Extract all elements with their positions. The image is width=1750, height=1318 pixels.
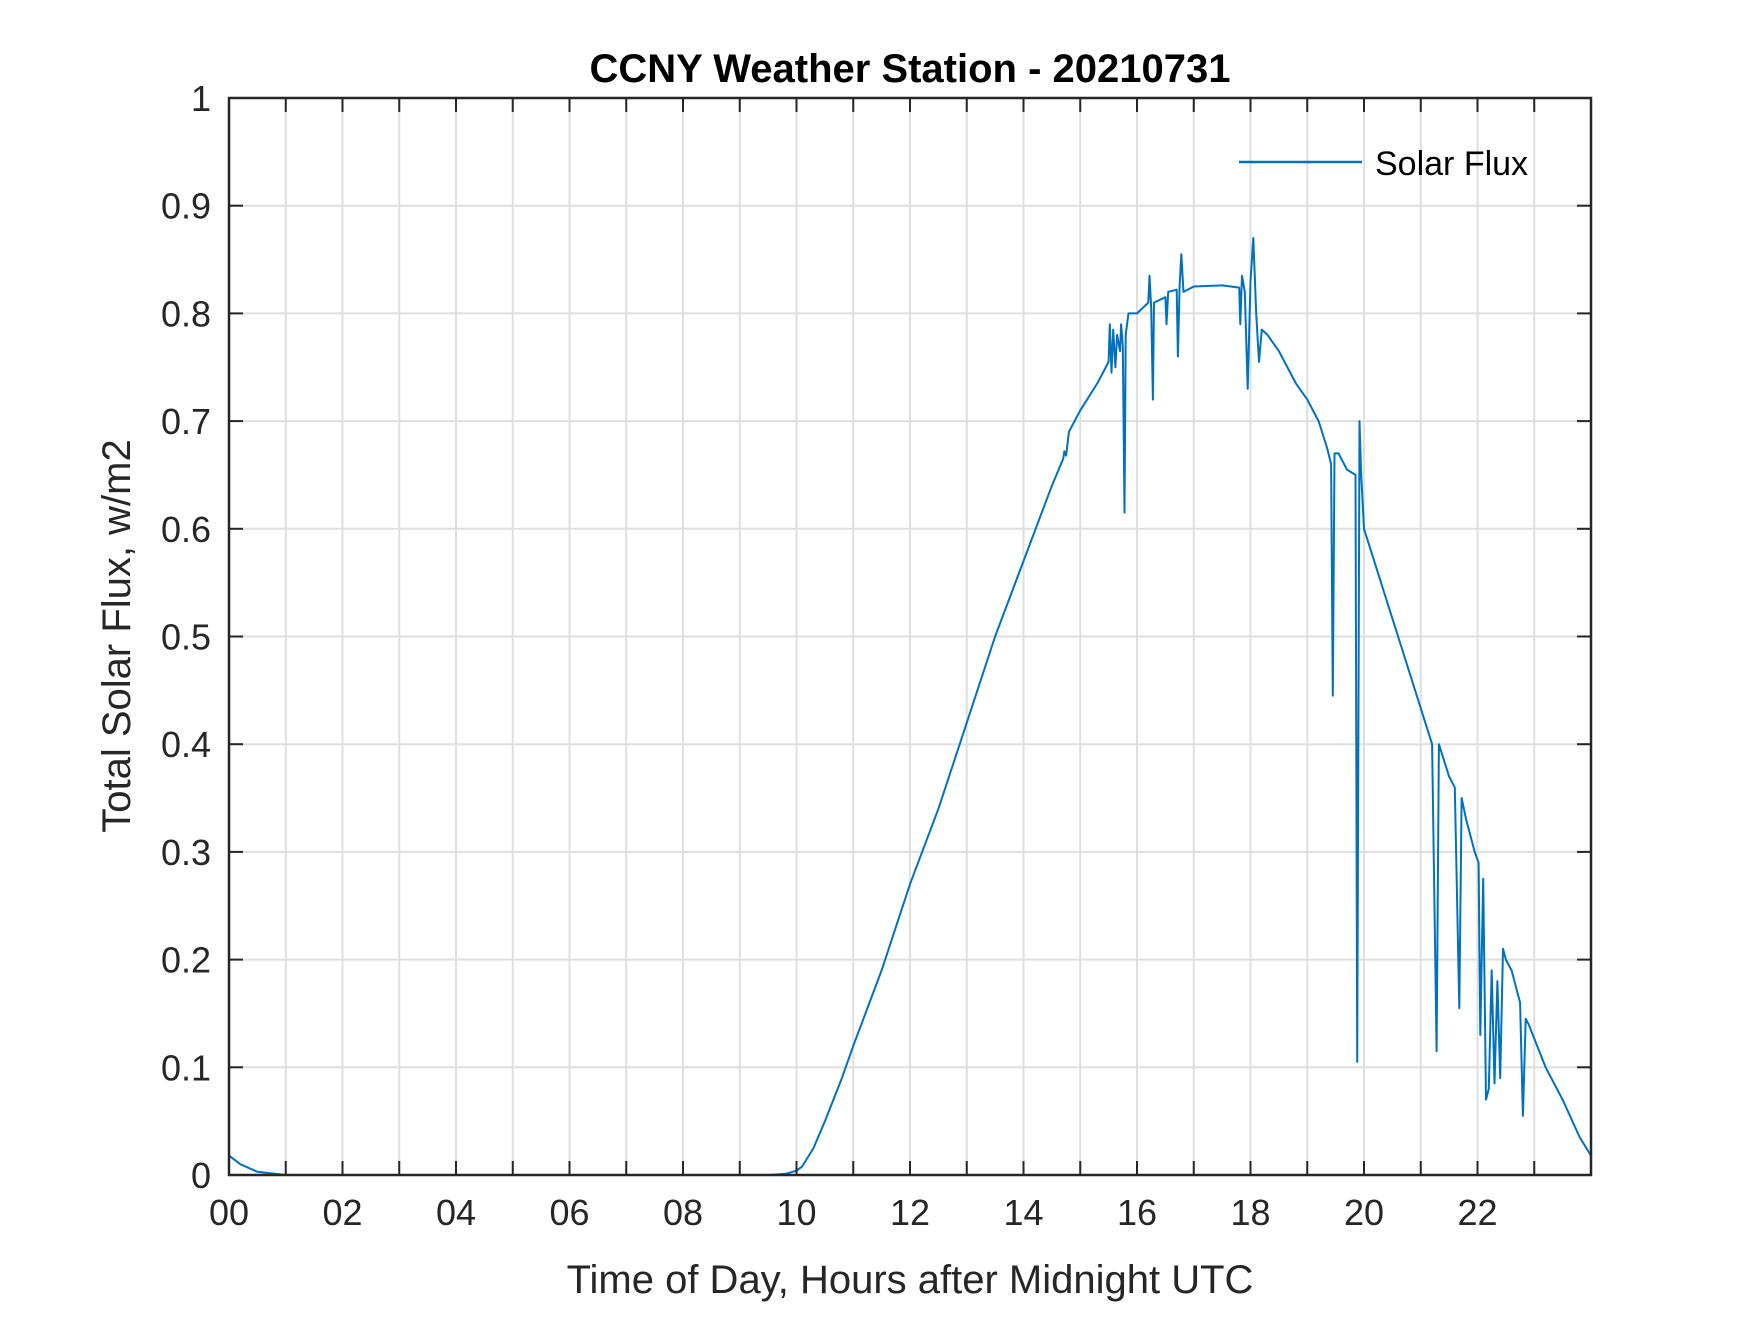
series-line-solar-flux xyxy=(228,237,1592,1176)
y-tick-label: 0.7 xyxy=(161,401,211,442)
x-tick-label: 06 xyxy=(549,1192,589,1233)
x-tick-labels: 00 02 04 06 08 10 12 14 16 18 20 22 xyxy=(209,1192,1498,1233)
x-tick-label: 10 xyxy=(776,1192,816,1233)
legend-label-solar-flux: Solar Flux xyxy=(1375,145,1528,183)
y-tick-label: 0.1 xyxy=(161,1047,211,1088)
x-axis-label: Time of Day, Hours after Midnight UTC xyxy=(567,1258,1254,1302)
y-tick-label: 0.5 xyxy=(161,617,211,658)
x-tick-label: 14 xyxy=(1003,1192,1043,1233)
y-axis-label: Total Solar Flux, w/m2 xyxy=(95,439,139,832)
tick-marks xyxy=(228,97,1592,1176)
grid-lines xyxy=(229,98,1591,1175)
y-tick-label: 0.9 xyxy=(161,186,211,227)
x-tick-label: 08 xyxy=(663,1192,703,1233)
y-tick-label: 0.2 xyxy=(161,940,211,981)
x-tick-label: 00 xyxy=(209,1192,249,1233)
x-tick-label: 22 xyxy=(1457,1192,1497,1233)
chart-title: CCNY Weather Station - 20210731 xyxy=(590,47,1231,91)
x-tick-label: 18 xyxy=(1230,1192,1270,1233)
y-tick-label: 0.3 xyxy=(161,832,211,873)
y-tick-label: 0.8 xyxy=(161,293,211,334)
series-layer xyxy=(228,237,1592,1176)
x-tick-label: 04 xyxy=(436,1192,476,1233)
x-tick-label: 20 xyxy=(1344,1192,1384,1233)
legend: Solar Flux xyxy=(1239,145,1528,183)
y-tick-label: 0.6 xyxy=(161,509,211,550)
y-tick-labels: 0 0.1 0.2 0.3 0.4 0.5 0.6 0.7 0.8 0.9 1 xyxy=(161,78,211,1196)
y-tick-label: 0.4 xyxy=(161,724,211,765)
y-tick-label: 1 xyxy=(191,78,211,119)
x-tick-label: 02 xyxy=(322,1192,362,1233)
y-tick-label: 0 xyxy=(191,1155,211,1196)
x-tick-label: 16 xyxy=(1117,1192,1157,1233)
x-tick-label: 12 xyxy=(890,1192,930,1233)
